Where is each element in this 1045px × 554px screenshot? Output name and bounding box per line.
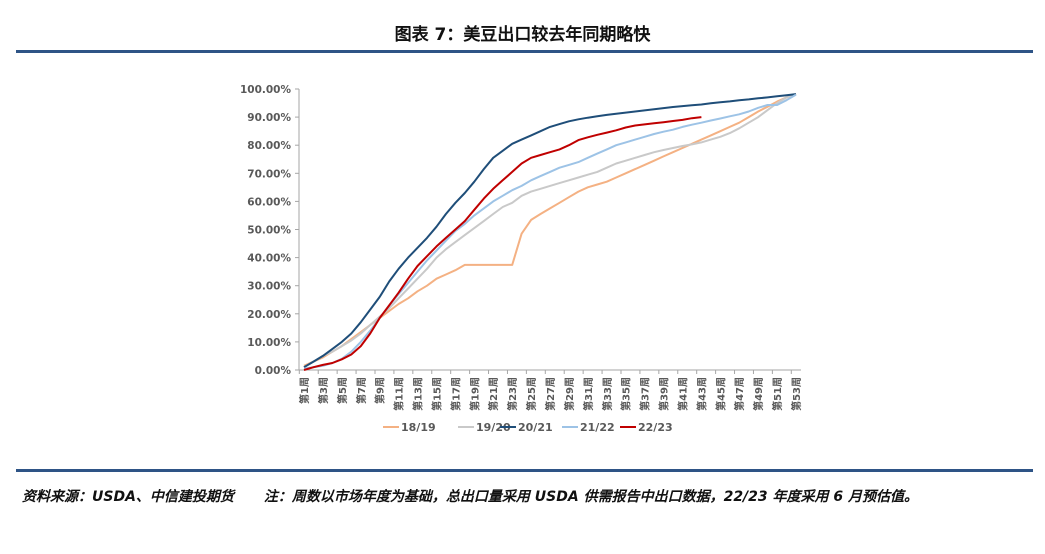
x-tick-label: 第15周 <box>430 377 443 411</box>
x-tick-label: 第9周 <box>374 377 387 404</box>
legend-item: 18/19 <box>383 421 436 434</box>
x-tick-label: 第7周 <box>355 377 368 404</box>
x-tick-label: 第25周 <box>525 377 538 411</box>
legend-label: 21/22 <box>580 421 615 434</box>
footer-divider <box>16 469 1033 472</box>
x-tick-label: 第1周 <box>298 377 311 404</box>
x-tick-label: 第19周 <box>468 377 481 411</box>
legend-item: 19/20 <box>458 421 511 434</box>
x-tick-label: 第49周 <box>752 377 765 411</box>
x-tick-label: 第11周 <box>393 377 406 411</box>
x-tick-label: 第5周 <box>336 377 349 404</box>
y-tick-label: 10.00% <box>247 337 291 349</box>
y-tick-label: 100.00% <box>240 84 292 96</box>
series-lines <box>303 93 797 371</box>
series-line-19-20 <box>303 93 797 369</box>
footer: 资料来源：USDA、中信建投期货 注：周数以市场年度为基础，总出口量采用 USDA… <box>22 481 1022 514</box>
legend-item: 20/21 <box>500 421 553 434</box>
y-tick-label: 30.00% <box>247 281 291 293</box>
x-tick-label: 第45周 <box>714 377 727 411</box>
x-tick-label: 第3周 <box>317 377 330 404</box>
series-line-18-19 <box>303 93 797 367</box>
y-tick-label: 70.00% <box>247 168 291 180</box>
legend-item: 21/22 <box>562 421 615 434</box>
y-tick-label: 20.00% <box>247 309 291 321</box>
x-tick-label: 第37周 <box>639 377 652 411</box>
legend-label: 20/21 <box>518 421 553 434</box>
source-text: 资料来源：USDA、中信建投期货 <box>22 489 234 505</box>
x-tick-label: 第21周 <box>487 377 500 411</box>
y-tick-label: 60.00% <box>247 196 291 208</box>
title-divider <box>16 50 1033 53</box>
legend-item: 22/23 <box>620 421 673 434</box>
x-tick-label: 第41周 <box>676 377 689 411</box>
x-tick-label: 第33周 <box>601 377 614 411</box>
x-axis: 第1周 第3周 第5周 第7周 第9周 第11周 第13周 第15周 第17周 第19周 第21周第… <box>298 369 803 411</box>
y-tick-label: 90.00% <box>247 112 291 124</box>
y-tick-label: 40.00% <box>247 253 291 265</box>
series-line-22-23 <box>303 116 702 371</box>
legend-label: 18/19 <box>401 421 436 434</box>
x-tick-label: 第31周 <box>582 377 595 411</box>
y-axis: 0.00% 10.00% 20.00% 30.00% 40.00% 50.00% 60.00… <box>240 84 300 377</box>
legend-label: 22/23 <box>638 421 673 434</box>
x-tick-label: 第29周 <box>563 377 576 411</box>
x-tick-label: 第53周 <box>790 377 803 411</box>
legend: 18/19 19/20 20/21 21/22 22/23 <box>383 421 673 434</box>
x-tick-label: 第13周 <box>412 377 425 411</box>
x-tick-label: 第35周 <box>620 377 633 411</box>
legend-label: 19/20 <box>476 421 511 434</box>
chart-title: 图表 7：美豆出口较去年同期略快 <box>394 25 651 45</box>
x-tick-label: 第27周 <box>544 377 557 411</box>
y-tick-label: 50.00% <box>247 225 291 237</box>
x-tick-label: 第47周 <box>733 377 746 411</box>
x-tick-label: 第23周 <box>506 377 519 411</box>
x-tick-label: 第51周 <box>771 377 784 411</box>
y-tick-label: 80.00% <box>247 140 291 152</box>
y-tick-label: 0.00% <box>255 365 292 377</box>
series-line-20-21 <box>303 93 797 369</box>
x-tick-label: 第39周 <box>658 377 671 411</box>
x-tick-label: 第43周 <box>695 377 708 411</box>
note-text: 注：周数以市场年度为基础，总出口量采用 USDA 供需报告中出口数据，22/23… <box>263 489 919 505</box>
x-tick-label: 第17周 <box>449 377 462 411</box>
